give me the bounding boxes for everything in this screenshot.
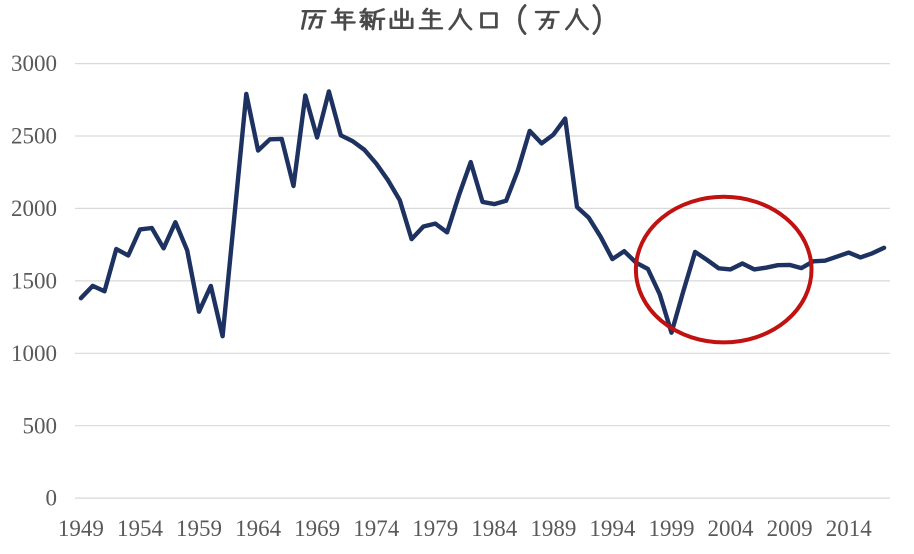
svg-text:1989: 1989 — [530, 516, 576, 541]
svg-text:1994: 1994 — [589, 516, 636, 541]
svg-text:1000: 1000 — [11, 341, 57, 366]
svg-text:3000: 3000 — [11, 51, 57, 76]
svg-text:1964: 1964 — [235, 516, 282, 541]
svg-text:2000: 2000 — [11, 196, 57, 221]
svg-text:1949: 1949 — [58, 516, 104, 541]
svg-text:2009: 2009 — [767, 516, 813, 541]
svg-text:1500: 1500 — [11, 269, 57, 294]
svg-text:1979: 1979 — [412, 516, 458, 541]
svg-text:1954: 1954 — [117, 516, 164, 541]
svg-text:500: 500 — [23, 413, 58, 438]
svg-text:0: 0 — [46, 486, 58, 511]
svg-text:1959: 1959 — [176, 516, 222, 541]
svg-text:1974: 1974 — [353, 516, 400, 541]
svg-text:1969: 1969 — [294, 516, 340, 541]
svg-text:1984: 1984 — [471, 516, 518, 541]
svg-text:1999: 1999 — [649, 516, 695, 541]
svg-text:2500: 2500 — [11, 124, 57, 149]
svg-text:2014: 2014 — [826, 516, 873, 541]
svg-text:2004: 2004 — [708, 516, 755, 541]
